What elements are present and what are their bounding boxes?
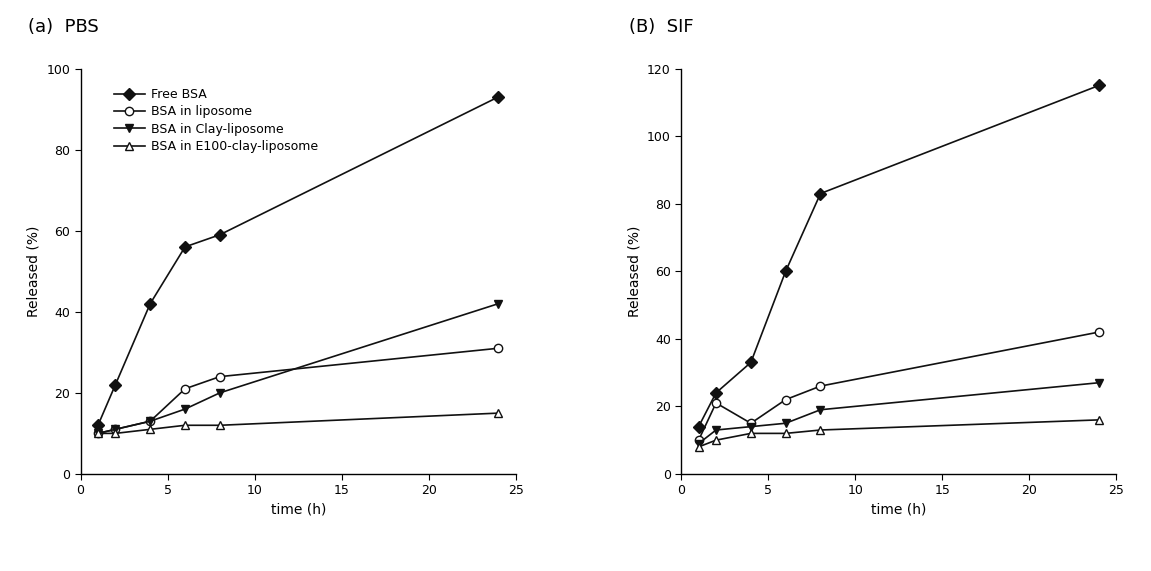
BSA in E100-clay-liposome	[144, 426, 158, 433]
Free BSA	[814, 190, 828, 197]
Text: (B)  SIF: (B) SIF	[628, 18, 694, 36]
Line: Free BSA: Free BSA	[94, 93, 503, 429]
Line: BSA in E100-clay-liposome: BSA in E100-clay-liposome	[94, 409, 503, 437]
BSA in liposome	[91, 430, 105, 437]
X-axis label: time (h): time (h)	[270, 503, 326, 517]
BSA in Clay-liposome	[178, 405, 192, 412]
BSA in Clay-liposome	[91, 430, 105, 437]
BSA in E100-clay-liposome	[178, 422, 192, 429]
BSA in Clay-liposome	[779, 420, 793, 427]
BSA in liposome	[744, 420, 757, 427]
Line: BSA in liposome: BSA in liposome	[94, 344, 503, 437]
Y-axis label: Released (%): Released (%)	[627, 226, 641, 317]
BSA in E100-clay-liposome	[1092, 416, 1106, 423]
BSA in liposome	[779, 396, 793, 403]
BSA in E100-clay-liposome	[744, 430, 757, 437]
BSA in liposome	[814, 383, 828, 389]
Line: BSA in Clay-liposome: BSA in Clay-liposome	[94, 300, 503, 437]
Free BSA	[144, 300, 158, 307]
BSA in Clay-liposome	[213, 389, 227, 396]
BSA in liposome	[178, 385, 192, 392]
Free BSA	[178, 243, 192, 250]
BSA in liposome	[1092, 328, 1106, 335]
Free BSA	[213, 231, 227, 238]
BSA in liposome	[491, 345, 505, 352]
Line: BSA in E100-clay-liposome: BSA in E100-clay-liposome	[694, 416, 1103, 451]
Line: BSA in liposome: BSA in liposome	[694, 328, 1103, 444]
BSA in Clay-liposome	[744, 423, 757, 430]
Free BSA	[692, 423, 706, 430]
Free BSA	[779, 268, 793, 275]
Free BSA	[491, 94, 505, 100]
BSA in E100-clay-liposome	[491, 410, 505, 417]
BSA in Clay-liposome	[709, 427, 723, 433]
Text: (a)  PBS: (a) PBS	[29, 18, 99, 36]
BSA in E100-clay-liposome	[91, 430, 105, 437]
BSA in E100-clay-liposome	[814, 427, 828, 433]
Free BSA	[709, 389, 723, 396]
BSA in liposome	[108, 426, 122, 433]
BSA in liposome	[709, 400, 723, 407]
Free BSA	[744, 359, 757, 366]
BSA in liposome	[144, 418, 158, 425]
BSA in Clay-liposome	[692, 440, 706, 447]
BSA in Clay-liposome	[144, 418, 158, 425]
Line: BSA in Clay-liposome: BSA in Clay-liposome	[694, 379, 1103, 448]
BSA in E100-clay-liposome	[779, 430, 793, 437]
Y-axis label: Released (%): Released (%)	[26, 226, 40, 317]
Free BSA	[108, 381, 122, 388]
BSA in Clay-liposome	[491, 300, 505, 307]
BSA in Clay-liposome	[814, 407, 828, 413]
BSA in Clay-liposome	[1092, 379, 1106, 386]
Free BSA	[91, 422, 105, 429]
BSA in E100-clay-liposome	[692, 444, 706, 451]
Free BSA	[1092, 82, 1106, 89]
BSA in liposome	[692, 437, 706, 444]
X-axis label: time (h): time (h)	[871, 503, 927, 517]
BSA in Clay-liposome	[108, 426, 122, 433]
BSA in E100-clay-liposome	[213, 422, 227, 429]
BSA in E100-clay-liposome	[108, 430, 122, 437]
BSA in E100-clay-liposome	[709, 437, 723, 444]
Legend: Free BSA, BSA in liposome, BSA in Clay-liposome, BSA in E100-clay-liposome: Free BSA, BSA in liposome, BSA in Clay-l…	[108, 83, 323, 158]
Line: Free BSA: Free BSA	[694, 81, 1103, 431]
BSA in liposome	[213, 373, 227, 380]
